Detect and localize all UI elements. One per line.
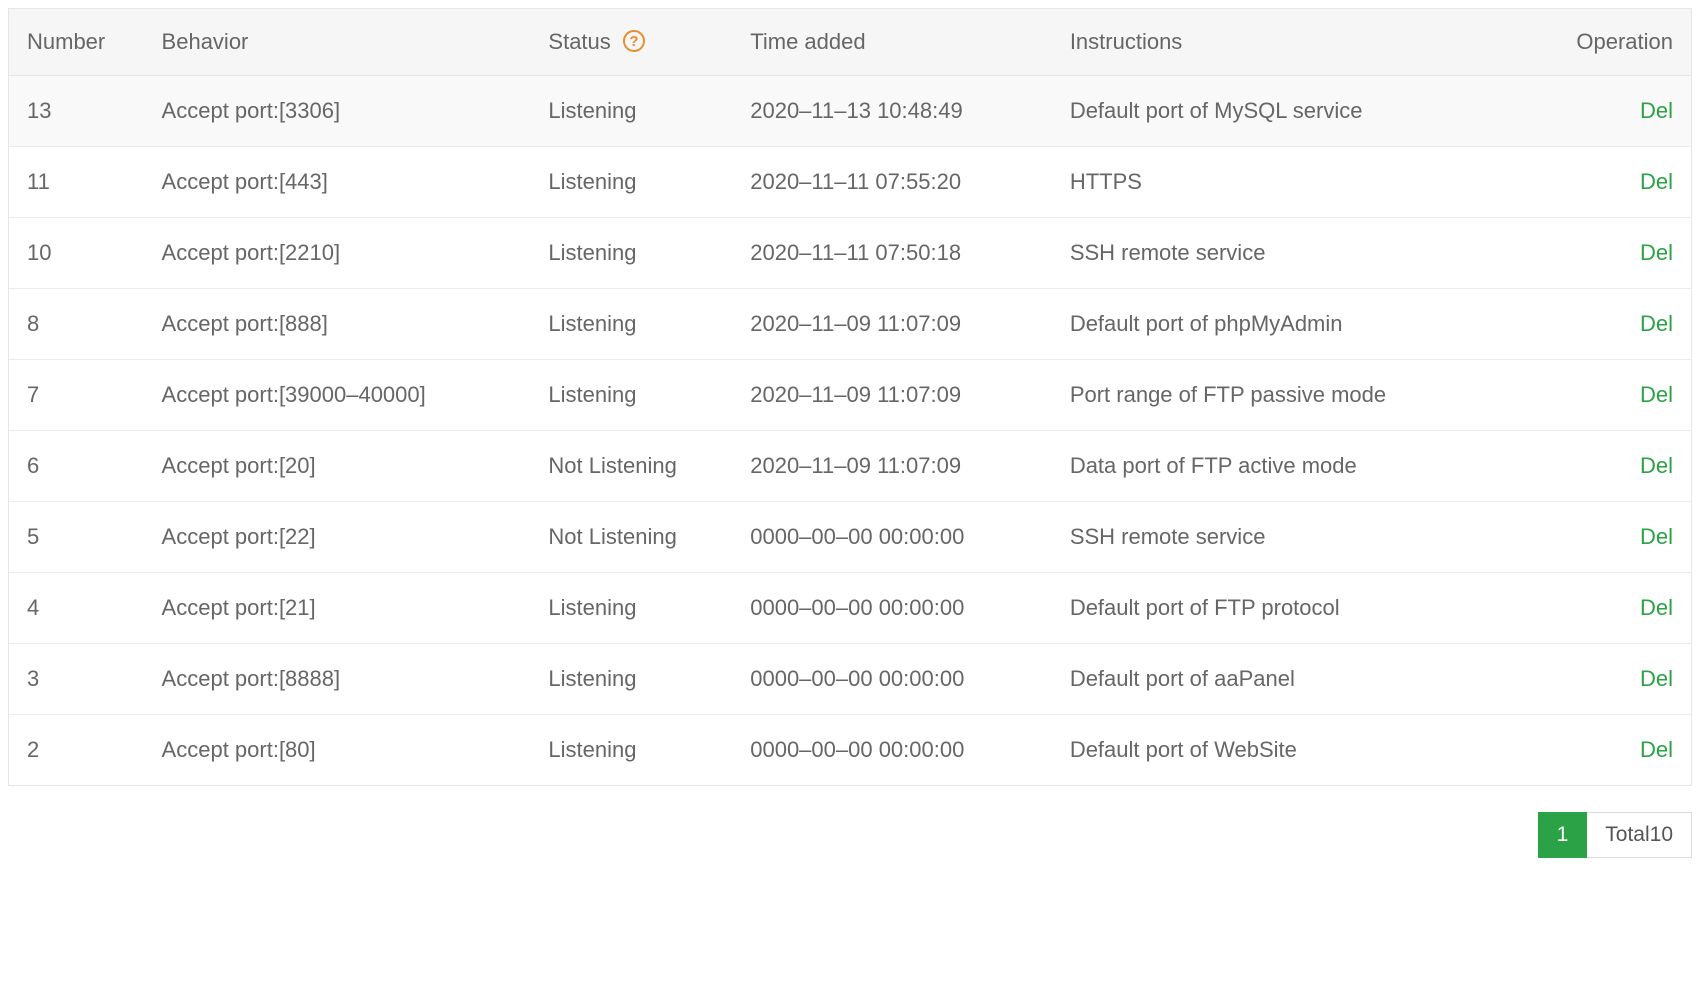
firewall-rules-table: Number Behavior Status ? Time added Inst… — [9, 9, 1691, 785]
cell-instructions: Default port of aaPanel — [1052, 644, 1506, 715]
col-header-status-label: Status — [548, 29, 610, 54]
col-header-number: Number — [9, 9, 144, 76]
delete-link[interactable]: Del — [1640, 382, 1673, 407]
cell-instructions: SSH remote service — [1052, 502, 1506, 573]
cell-behavior: Accept port:[2210] — [144, 218, 531, 289]
cell-behavior: Accept port:[8888] — [144, 644, 531, 715]
table-row: 8Accept port:[888]Listening2020–11–09 11… — [9, 289, 1691, 360]
cell-time: 2020–11–11 07:50:18 — [732, 218, 1052, 289]
cell-instructions: Default port of WebSite — [1052, 715, 1506, 786]
cell-operation: Del — [1506, 431, 1691, 502]
cell-status: Not Listening — [530, 502, 732, 573]
cell-number: 10 — [9, 218, 144, 289]
table-body: 13Accept port:[3306]Listening2020–11–13 … — [9, 76, 1691, 786]
cell-operation: Del — [1506, 289, 1691, 360]
delete-link[interactable]: Del — [1640, 524, 1673, 549]
table-row: 5Accept port:[22]Not Listening0000–00–00… — [9, 502, 1691, 573]
cell-time: 2020–11–09 11:07:09 — [732, 289, 1052, 360]
cell-operation: Del — [1506, 715, 1691, 786]
cell-behavior: Accept port:[443] — [144, 147, 531, 218]
firewall-rules-table-wrap: Number Behavior Status ? Time added Inst… — [8, 8, 1692, 786]
cell-number: 13 — [9, 76, 144, 147]
delete-link[interactable]: Del — [1640, 737, 1673, 762]
cell-operation: Del — [1506, 502, 1691, 573]
cell-instructions: Default port of MySQL service — [1052, 76, 1506, 147]
delete-link[interactable]: Del — [1640, 595, 1673, 620]
cell-number: 6 — [9, 431, 144, 502]
cell-instructions: Default port of FTP protocol — [1052, 573, 1506, 644]
help-icon[interactable]: ? — [623, 30, 645, 52]
page-current-button[interactable]: 1 — [1538, 812, 1588, 858]
cell-status: Not Listening — [530, 431, 732, 502]
cell-status: Listening — [530, 715, 732, 786]
delete-link[interactable]: Del — [1640, 453, 1673, 478]
table-row: 7Accept port:[39000–40000]Listening2020–… — [9, 360, 1691, 431]
cell-instructions: Default port of phpMyAdmin — [1052, 289, 1506, 360]
cell-status: Listening — [530, 644, 732, 715]
cell-instructions: Data port of FTP active mode — [1052, 431, 1506, 502]
cell-operation: Del — [1506, 644, 1691, 715]
table-row: 13Accept port:[3306]Listening2020–11–13 … — [9, 76, 1691, 147]
cell-time: 0000–00–00 00:00:00 — [732, 573, 1052, 644]
cell-status: Listening — [530, 218, 732, 289]
delete-link[interactable]: Del — [1640, 98, 1673, 123]
cell-operation: Del — [1506, 76, 1691, 147]
col-header-status: Status ? — [530, 9, 732, 76]
table-header-row: Number Behavior Status ? Time added Inst… — [9, 9, 1691, 76]
table-row: 10Accept port:[2210]Listening2020–11–11 … — [9, 218, 1691, 289]
cell-status: Listening — [530, 360, 732, 431]
cell-behavior: Accept port:[39000–40000] — [144, 360, 531, 431]
cell-instructions: SSH remote service — [1052, 218, 1506, 289]
cell-time: 2020–11–13 10:48:49 — [732, 76, 1052, 147]
col-header-instructions: Instructions — [1052, 9, 1506, 76]
cell-time: 0000–00–00 00:00:00 — [732, 715, 1052, 786]
col-header-time: Time added — [732, 9, 1052, 76]
col-header-operation: Operation — [1506, 9, 1691, 76]
cell-number: 2 — [9, 715, 144, 786]
pagination: 1 Total10 — [8, 812, 1692, 858]
cell-time: 0000–00–00 00:00:00 — [732, 502, 1052, 573]
cell-behavior: Accept port:[888] — [144, 289, 531, 360]
cell-number: 5 — [9, 502, 144, 573]
cell-number: 8 — [9, 289, 144, 360]
cell-number: 11 — [9, 147, 144, 218]
cell-number: 3 — [9, 644, 144, 715]
page-total-label: Total10 — [1587, 812, 1692, 858]
table-row: 2Accept port:[80]Listening0000–00–00 00:… — [9, 715, 1691, 786]
cell-operation: Del — [1506, 573, 1691, 644]
cell-behavior: Accept port:[3306] — [144, 76, 531, 147]
cell-status: Listening — [530, 147, 732, 218]
cell-operation: Del — [1506, 360, 1691, 431]
cell-behavior: Accept port:[80] — [144, 715, 531, 786]
cell-time: 0000–00–00 00:00:00 — [732, 644, 1052, 715]
cell-status: Listening — [530, 289, 732, 360]
cell-behavior: Accept port:[22] — [144, 502, 531, 573]
delete-link[interactable]: Del — [1640, 240, 1673, 265]
cell-operation: Del — [1506, 218, 1691, 289]
cell-number: 4 — [9, 573, 144, 644]
cell-instructions: Port range of FTP passive mode — [1052, 360, 1506, 431]
cell-time: 2020–11–11 07:55:20 — [732, 147, 1052, 218]
table-row: 3Accept port:[8888]Listening0000–00–00 0… — [9, 644, 1691, 715]
cell-behavior: Accept port:[20] — [144, 431, 531, 502]
cell-behavior: Accept port:[21] — [144, 573, 531, 644]
cell-instructions: HTTPS — [1052, 147, 1506, 218]
cell-number: 7 — [9, 360, 144, 431]
cell-time: 2020–11–09 11:07:09 — [732, 431, 1052, 502]
delete-link[interactable]: Del — [1640, 311, 1673, 336]
delete-link[interactable]: Del — [1640, 169, 1673, 194]
table-row: 6Accept port:[20]Not Listening2020–11–09… — [9, 431, 1691, 502]
col-header-behavior: Behavior — [144, 9, 531, 76]
table-row: 11Accept port:[443]Listening2020–11–11 0… — [9, 147, 1691, 218]
cell-operation: Del — [1506, 147, 1691, 218]
cell-status: Listening — [530, 76, 732, 147]
cell-time: 2020–11–09 11:07:09 — [732, 360, 1052, 431]
table-row: 4Accept port:[21]Listening0000–00–00 00:… — [9, 573, 1691, 644]
delete-link[interactable]: Del — [1640, 666, 1673, 691]
cell-status: Listening — [530, 573, 732, 644]
